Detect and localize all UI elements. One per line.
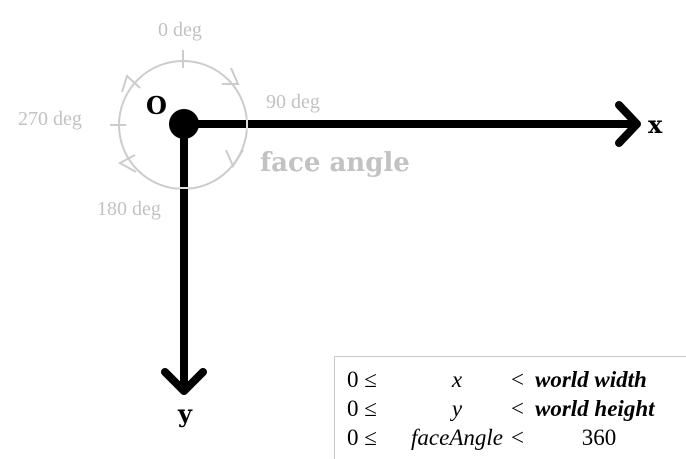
- arrowhead-se: [225, 149, 244, 169]
- axis-crossing-ticks: [177, 117, 248, 189]
- range-row-x: 0 ≤ x < world width: [335, 367, 686, 396]
- face-angle-label: face angle: [260, 148, 410, 178]
- range-upper: world height: [535, 396, 655, 421]
- range-variable: y: [451, 396, 463, 421]
- range-row-y: 0 ≤ y < world height: [335, 396, 686, 425]
- deg-0-label: 0 deg: [158, 19, 202, 41]
- range-upper: 360: [581, 425, 617, 450]
- arrowhead-nw: [121, 74, 141, 93]
- x-axis-label: x: [648, 110, 663, 139]
- axes: [161, 101, 641, 395]
- deg-180-label: 180 deg: [97, 198, 161, 220]
- range-upper: world width: [535, 367, 647, 392]
- range-lower: 0 ≤: [347, 425, 377, 450]
- range-variable: faceAngle: [411, 425, 503, 450]
- arrowhead-sw: [117, 154, 137, 173]
- range-lower: 0 ≤: [347, 396, 377, 421]
- range-operator: <: [511, 367, 524, 392]
- range-operator: <: [511, 425, 524, 450]
- deg-270-label: 270 deg: [18, 108, 82, 130]
- origin-dot: [169, 109, 199, 139]
- range-variable: x: [451, 367, 463, 392]
- y-axis-arrowhead: [161, 368, 207, 395]
- origin-label: O: [146, 91, 167, 120]
- x-axis-arrowhead: [615, 101, 641, 147]
- range-row-face-angle: 0 ≤ faceAngle < 360: [335, 425, 686, 454]
- range-operator: <: [511, 396, 524, 421]
- deg-90-label: 90 deg: [266, 91, 320, 113]
- arrowhead-ne: [222, 67, 240, 85]
- range-lower: 0 ≤: [347, 367, 377, 392]
- range-constraints-table: 0 ≤ x < world width 0 ≤ y < world height…: [334, 356, 686, 459]
- y-axis-label: y: [177, 399, 193, 428]
